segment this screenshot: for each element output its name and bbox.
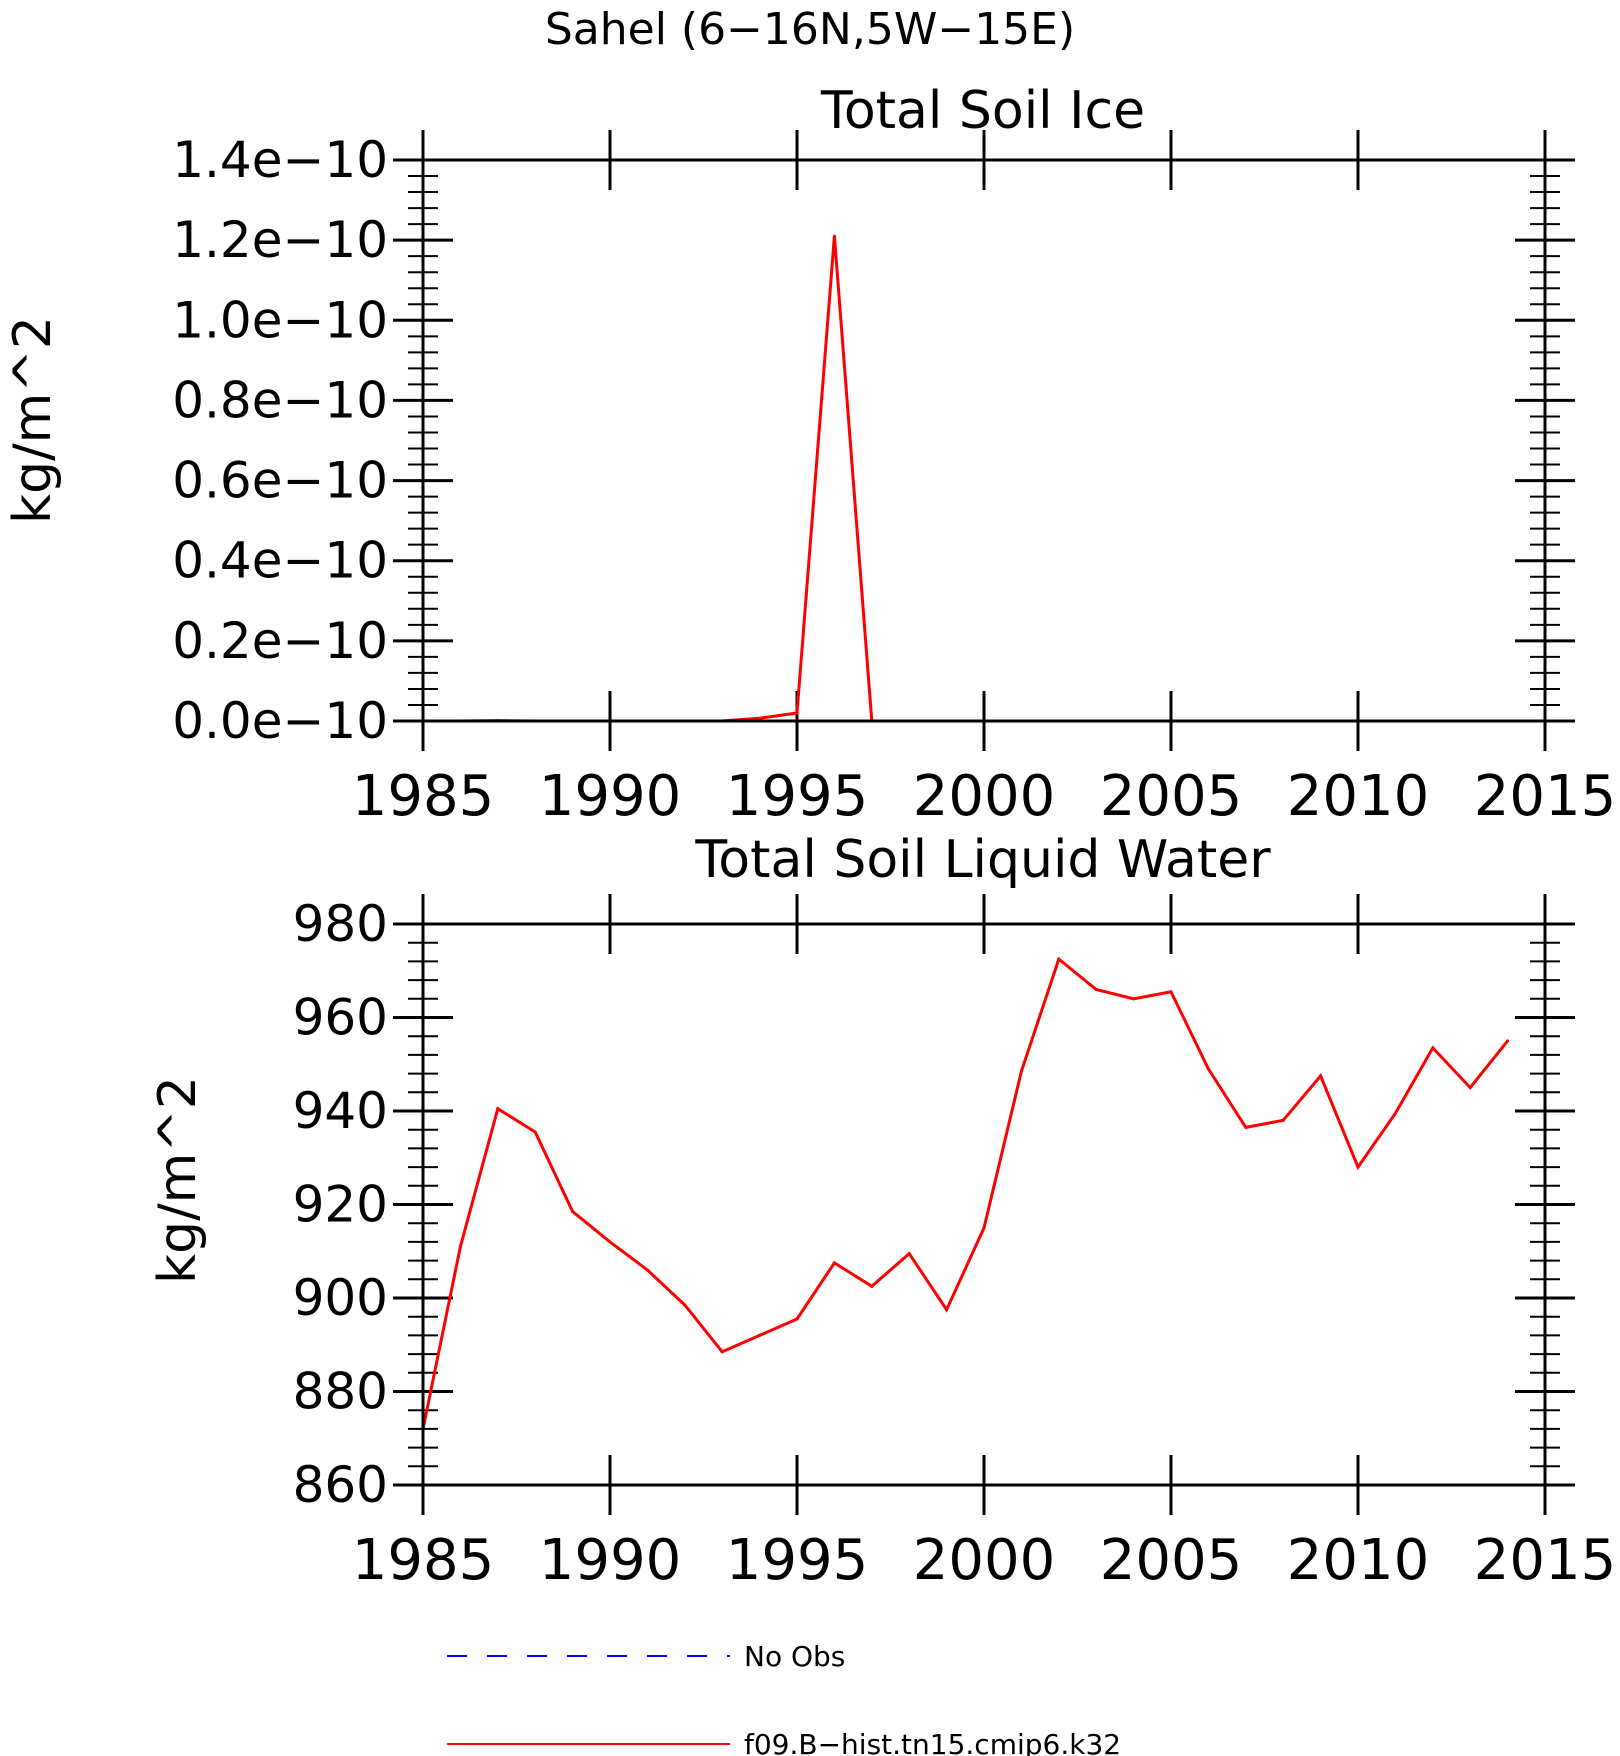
series-layer [421, 956, 1510, 1431]
data-point [645, 1268, 649, 1272]
data-point [1169, 990, 1173, 994]
x-tick-label: 1990 [539, 764, 682, 829]
x-tick-label: 2010 [1287, 1528, 1430, 1593]
series-line [423, 235, 1508, 723]
legend-label-model: f09.B−hist.tn15.cmip6.k32 [744, 1728, 1121, 1756]
x-tick-label: 1985 [352, 1528, 495, 1593]
y-tick-label: 1.2e−10 [172, 211, 388, 269]
y-tick-label: 0.6e−10 [172, 452, 388, 510]
data-point [683, 1303, 687, 1307]
data-point [832, 1261, 836, 1265]
y-tick-label: 980 [293, 895, 388, 953]
x-tick-label: 2015 [1474, 764, 1617, 829]
y-tick-label: 0.8e−10 [172, 371, 388, 429]
series-line [421, 956, 1509, 1430]
data-point [870, 1284, 874, 1288]
y-tick-label: 1.4e−10 [172, 131, 388, 189]
data-point [533, 1130, 537, 1134]
x-tick-label: 2000 [913, 764, 1056, 829]
legend: No Obs f09.B−hist.tn15.cmip6.k32 [447, 1640, 1121, 1756]
legend-label-no-obs: No Obs [744, 1640, 845, 1673]
x-tick-label: 2010 [1287, 764, 1430, 829]
data-point [1468, 1086, 1472, 1090]
data-point [907, 1252, 911, 1256]
y-tick-label: 940 [293, 1082, 388, 1140]
data-point [1244, 1125, 1248, 1129]
data-point [1431, 1046, 1435, 1050]
data-point [1206, 1067, 1210, 1071]
x-tick-labels: 1985 1990 1995 2000 2005 2010 2015 [352, 1528, 1617, 1593]
x-tick-label: 2005 [1100, 764, 1243, 829]
plot-frame [421, 922, 1547, 1487]
x-tick-label: 1990 [539, 1528, 682, 1593]
data-point [795, 711, 799, 715]
data-point [1094, 987, 1098, 991]
data-point [945, 1308, 949, 1312]
panel-soil-ice: Total Soil Ice kg/m^2 0.0e−100.2e−100.4e… [3, 81, 1616, 829]
data-point [832, 234, 836, 238]
data-point [758, 716, 762, 720]
data-point [1019, 1069, 1023, 1073]
plot-frame [421, 158, 1547, 723]
x-tick-label: 1985 [352, 764, 495, 829]
data-point [1132, 997, 1136, 1001]
data-point [1393, 1111, 1397, 1115]
y-tick-label: 960 [293, 989, 388, 1047]
panel-title-soil-liquid-water: Total Soil Liquid Water [694, 830, 1271, 890]
figure-suptitle: Sahel (6−16N,5W−15E) [545, 4, 1075, 55]
data-point [795, 1317, 799, 1321]
x-tick-label: 1995 [726, 764, 869, 829]
x-tick-label: 2000 [913, 1528, 1056, 1593]
data-point [1319, 1074, 1323, 1078]
y-tick-label: 1.0e−10 [172, 291, 388, 349]
x-tick-labels: 1985 1990 1995 2000 2005 2010 2015 [352, 764, 1617, 829]
data-point [1506, 1039, 1510, 1043]
y-axis-label-soil-liquid-water: kg/m^2 [148, 1076, 208, 1284]
axis-ticks [393, 130, 1575, 751]
data-point [720, 1350, 724, 1354]
y-tick-label: 900 [293, 1269, 388, 1327]
data-point [1356, 1165, 1360, 1169]
data-point [458, 1245, 462, 1249]
data-point [758, 1333, 762, 1337]
data-point [571, 1210, 575, 1214]
x-tick-label: 2005 [1100, 1528, 1243, 1593]
panel-soil-liquid-water: Total Soil Liquid Water kg/m^2 860 880 900… [148, 830, 1616, 1593]
y-axis-label-soil-ice: kg/m^2 [3, 316, 63, 524]
data-point [1057, 957, 1061, 961]
y-tick-label: 0.0e−10 [172, 692, 388, 750]
y-tick-label: 0.4e−10 [172, 532, 388, 590]
y-tick-labels: 860 880 900 920 940 960 980 [293, 895, 388, 1514]
y-tick-label: 860 [293, 1456, 388, 1514]
series-layer [421, 234, 1510, 723]
y-tick-label: 920 [293, 1176, 388, 1234]
x-tick-label: 2015 [1474, 1528, 1617, 1593]
y-tick-labels: 0.0e−10 0.2e−10 0.4e−10 0.6e−10 0.8e−10 1.0e−… [172, 131, 388, 750]
data-point [1281, 1118, 1285, 1122]
y-tick-label: 0.2e−10 [172, 612, 388, 670]
y-tick-label: 880 [293, 1363, 388, 1421]
data-point [608, 1240, 612, 1244]
data-point [496, 1107, 500, 1111]
x-tick-label: 1995 [726, 1528, 869, 1593]
data-point [982, 1226, 986, 1230]
